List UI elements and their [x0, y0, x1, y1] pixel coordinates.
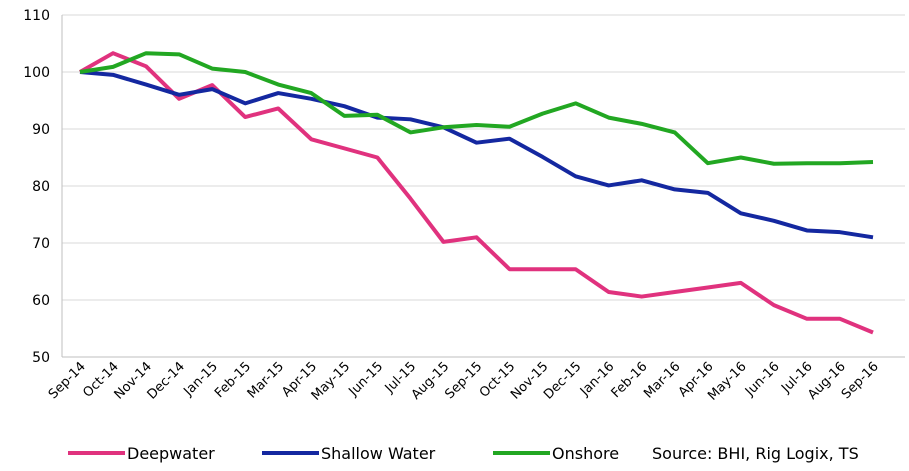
x-tick-label: Mar-16	[641, 359, 683, 401]
y-tick-label: 100	[23, 65, 50, 81]
y-tick-label: 50	[32, 350, 50, 366]
y-tick-label: 60	[32, 293, 50, 309]
y-tick-label: 90	[32, 122, 50, 138]
y-tick-label: 70	[32, 236, 50, 252]
x-tick-label: Jun-16	[742, 359, 783, 400]
y-tick-label: 80	[32, 179, 50, 195]
legend-label: Onshore	[552, 444, 619, 463]
data-line	[79, 70, 874, 240]
x-tick-label: Dec-14	[145, 359, 188, 402]
legend-label: Deepwater	[127, 444, 215, 463]
legend-label: Shallow Water	[321, 444, 436, 463]
data-line	[79, 51, 874, 335]
x-tick-label: Sep-16	[839, 359, 882, 402]
data-line	[79, 51, 874, 166]
x-tick-label: Mar-15	[245, 359, 287, 401]
x-tick-label: Sep-14	[46, 359, 89, 402]
x-tick-label: Sep-15	[442, 359, 485, 402]
x-tick-label: Jun-15	[346, 359, 387, 400]
source-note: Source: BHI, Rig Logix, TS	[652, 444, 859, 463]
y-tick-label: 110	[23, 8, 50, 24]
x-tick-label: Dec-15	[541, 359, 584, 402]
